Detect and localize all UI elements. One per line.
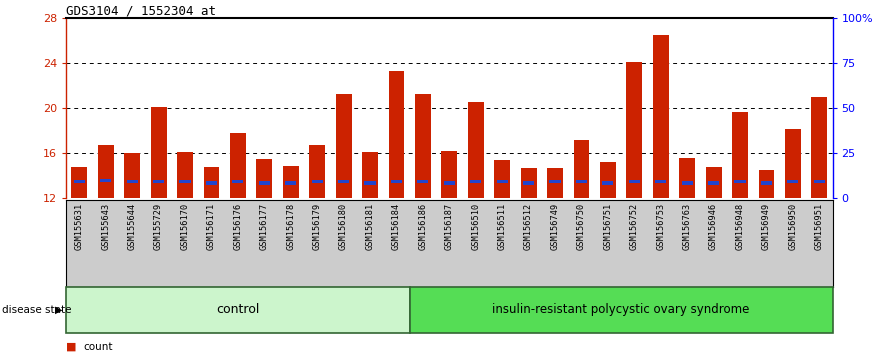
Text: GSM156180: GSM156180: [339, 202, 348, 250]
Text: insulin-resistant polycystic ovary syndrome: insulin-resistant polycystic ovary syndr…: [492, 303, 750, 316]
Bar: [655, 180, 666, 183]
Text: GSM156186: GSM156186: [418, 202, 427, 250]
Bar: [285, 182, 296, 184]
Bar: [682, 182, 692, 184]
Bar: [759, 170, 774, 198]
Text: GSM156184: GSM156184: [392, 202, 401, 250]
Bar: [180, 180, 190, 183]
Text: GSM156178: GSM156178: [286, 202, 295, 250]
Text: GSM156187: GSM156187: [445, 202, 454, 250]
Bar: [811, 97, 827, 198]
Text: GSM156749: GSM156749: [551, 202, 559, 250]
Text: ▶: ▶: [55, 305, 63, 315]
Bar: [153, 180, 164, 183]
Bar: [230, 133, 246, 198]
Bar: [603, 182, 613, 184]
Bar: [336, 95, 352, 198]
Bar: [338, 180, 349, 183]
Text: GSM156512: GSM156512: [524, 202, 533, 250]
Bar: [415, 95, 431, 198]
Text: GSM156511: GSM156511: [498, 202, 507, 250]
Text: GSM156753: GSM156753: [656, 202, 665, 250]
Text: GSM156179: GSM156179: [313, 202, 322, 250]
Text: GSM156948: GSM156948: [736, 202, 744, 250]
Text: GSM156510: GSM156510: [471, 202, 480, 250]
Text: GSM155643: GSM155643: [101, 202, 110, 250]
Bar: [468, 102, 484, 198]
Text: count: count: [84, 342, 113, 352]
Text: GSM156171: GSM156171: [207, 202, 216, 250]
Text: GSM156763: GSM156763: [683, 202, 692, 250]
Bar: [74, 180, 85, 183]
Bar: [256, 159, 272, 198]
Bar: [497, 180, 507, 183]
Text: GSM156750: GSM156750: [577, 202, 586, 250]
Text: GSM156752: GSM156752: [630, 202, 639, 250]
Bar: [441, 151, 457, 198]
Bar: [410, 287, 833, 333]
Bar: [100, 179, 111, 182]
Text: GSM156949: GSM156949: [762, 202, 771, 250]
Bar: [66, 287, 410, 333]
Bar: [761, 182, 772, 184]
Text: ■: ■: [66, 342, 77, 352]
Bar: [362, 152, 378, 198]
Bar: [653, 35, 669, 198]
Bar: [576, 180, 587, 183]
Text: GSM156950: GSM156950: [788, 202, 797, 250]
Text: disease state: disease state: [2, 305, 71, 315]
Bar: [365, 182, 375, 184]
Text: GSM156177: GSM156177: [260, 202, 269, 250]
Bar: [98, 145, 114, 198]
Bar: [444, 182, 455, 184]
Bar: [708, 182, 719, 184]
Bar: [206, 182, 217, 184]
Bar: [391, 180, 402, 183]
Text: GSM156170: GSM156170: [181, 202, 189, 250]
Bar: [523, 182, 534, 184]
Bar: [389, 71, 404, 198]
Text: GSM155644: GSM155644: [128, 202, 137, 250]
Bar: [494, 160, 510, 198]
Text: GSM156751: GSM156751: [603, 202, 612, 250]
Bar: [629, 180, 640, 183]
Text: GDS3104 / 1552304_at: GDS3104 / 1552304_at: [66, 4, 216, 17]
Bar: [177, 152, 193, 198]
Bar: [788, 180, 798, 183]
Bar: [735, 180, 745, 183]
Bar: [259, 182, 270, 184]
Text: GSM155631: GSM155631: [75, 202, 84, 250]
Bar: [679, 158, 695, 198]
Bar: [732, 113, 748, 198]
Bar: [785, 130, 801, 198]
Bar: [309, 145, 325, 198]
Bar: [574, 139, 589, 198]
Bar: [547, 168, 563, 198]
Bar: [600, 162, 616, 198]
Text: GSM155729: GSM155729: [154, 202, 163, 250]
Bar: [626, 62, 642, 198]
Bar: [124, 153, 140, 198]
Bar: [283, 166, 299, 198]
Bar: [151, 107, 167, 198]
Text: control: control: [216, 303, 260, 316]
Bar: [71, 167, 87, 198]
Bar: [312, 180, 322, 183]
Bar: [204, 167, 219, 198]
Text: GSM156946: GSM156946: [709, 202, 718, 250]
Text: GSM156181: GSM156181: [366, 202, 374, 250]
Text: GSM156951: GSM156951: [815, 202, 824, 250]
Text: GSM156176: GSM156176: [233, 202, 242, 250]
Bar: [814, 180, 825, 183]
Bar: [521, 168, 537, 198]
Bar: [706, 167, 722, 198]
Bar: [470, 180, 481, 183]
Bar: [418, 180, 428, 183]
Bar: [127, 180, 137, 183]
Bar: [233, 180, 243, 183]
Bar: [550, 180, 560, 183]
